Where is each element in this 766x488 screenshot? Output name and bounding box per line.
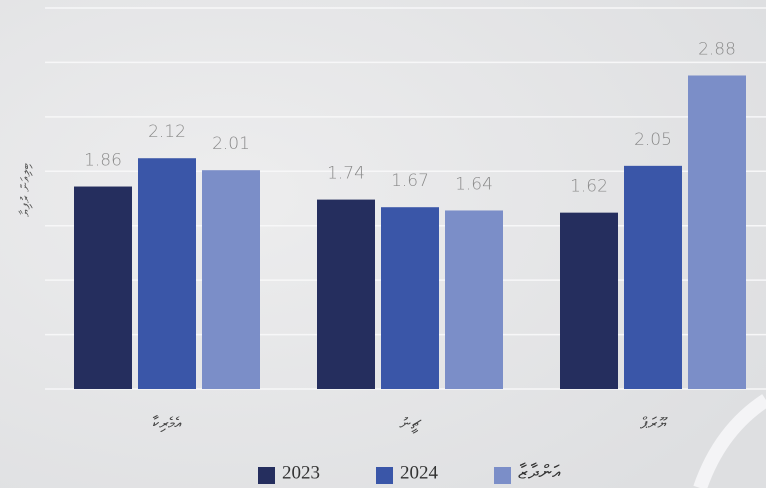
- bar: [317, 199, 375, 389]
- legend-label: 2024: [400, 462, 439, 483]
- x-tick-label: އެމެރިކާ: [152, 414, 182, 433]
- bar: [445, 210, 503, 389]
- value-label: 2.12: [148, 122, 186, 142]
- legend-label: 2023: [282, 462, 320, 483]
- bar: [381, 207, 439, 389]
- value-label: 1.64: [455, 174, 493, 194]
- y-axis-label: ބިލިއަން ރުފިޔާ: [19, 163, 34, 217]
- value-label: 2.05: [634, 130, 672, 150]
- value-label: 2.01: [212, 134, 250, 154]
- x-tick-label: ޗީނު: [399, 414, 422, 434]
- legend-swatch: [494, 467, 511, 484]
- x-tick-label: ޔޫރަޕް: [640, 414, 668, 433]
- bar: [624, 165, 682, 389]
- bar: [202, 170, 260, 389]
- value-label: 2.88: [698, 39, 736, 59]
- legend-swatch: [258, 467, 275, 484]
- value-label: 1.67: [391, 171, 429, 191]
- bar: [688, 75, 746, 390]
- legend-label: އަންދާޒާ: [518, 462, 561, 483]
- value-label: 1.86: [84, 151, 122, 171]
- bar: [138, 158, 196, 389]
- legend-swatch: [376, 467, 393, 484]
- bar: [560, 212, 618, 389]
- value-label: 1.74: [327, 164, 365, 184]
- bar: [74, 186, 132, 389]
- decoration: [693, 394, 766, 488]
- value-label: 1.62: [570, 177, 608, 197]
